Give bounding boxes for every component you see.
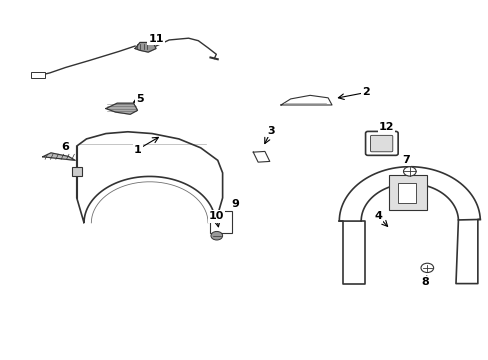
Text: 2: 2 [362, 87, 369, 98]
FancyBboxPatch shape [397, 183, 415, 203]
Text: 8: 8 [421, 277, 428, 287]
Text: 12: 12 [378, 122, 393, 132]
Polygon shape [135, 42, 156, 52]
Text: 1: 1 [133, 145, 141, 155]
Polygon shape [77, 132, 222, 223]
Text: 4: 4 [373, 211, 381, 221]
Polygon shape [253, 152, 269, 162]
Circle shape [403, 167, 415, 176]
Polygon shape [72, 167, 81, 176]
Polygon shape [42, 153, 75, 160]
FancyBboxPatch shape [388, 175, 426, 210]
FancyBboxPatch shape [365, 131, 397, 156]
Text: 10: 10 [208, 211, 224, 221]
FancyBboxPatch shape [30, 72, 45, 78]
FancyBboxPatch shape [370, 135, 392, 152]
Text: 6: 6 [61, 142, 69, 152]
Polygon shape [106, 103, 137, 114]
Polygon shape [339, 167, 479, 221]
FancyBboxPatch shape [209, 211, 232, 233]
Text: 3: 3 [267, 126, 274, 136]
Polygon shape [281, 95, 331, 105]
Circle shape [420, 263, 433, 273]
Text: 11: 11 [148, 34, 163, 44]
Text: 9: 9 [231, 199, 239, 209]
Text: 7: 7 [401, 156, 409, 165]
Text: 5: 5 [136, 94, 143, 104]
Circle shape [210, 231, 222, 240]
